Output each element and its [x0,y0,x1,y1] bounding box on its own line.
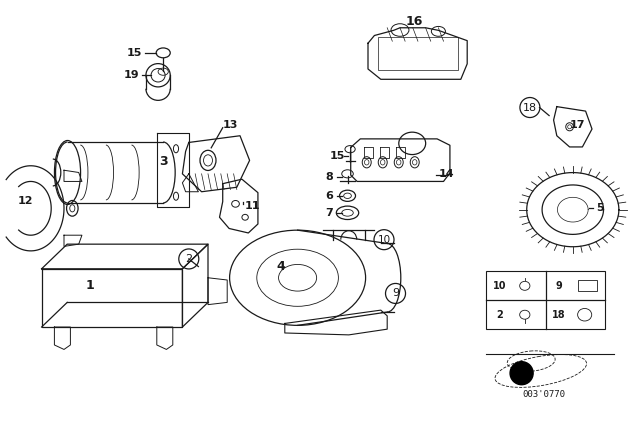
Text: 1: 1 [85,279,94,293]
Text: 5: 5 [596,203,604,213]
Text: 7: 7 [326,208,333,218]
Text: 16: 16 [406,15,424,28]
Text: 9: 9 [392,289,399,298]
Text: 15: 15 [127,48,142,58]
Text: 18: 18 [552,310,565,320]
Text: 17: 17 [570,120,586,129]
Text: 2: 2 [496,310,502,320]
Text: 15: 15 [330,151,345,161]
Text: 10: 10 [378,235,390,245]
Text: 3: 3 [159,155,168,168]
Text: 8: 8 [326,172,333,182]
Circle shape [510,362,533,385]
Text: 6: 6 [326,191,333,201]
Text: 11: 11 [245,201,260,211]
Bar [378,37,458,70]
Bar [578,280,597,291]
Bar [486,271,605,329]
Text: 4: 4 [276,260,285,273]
Text: 19: 19 [124,70,139,80]
Text: 13: 13 [223,120,238,129]
Text: 10: 10 [492,281,506,291]
Text: 14: 14 [439,169,454,179]
Text: 003'0770: 003'0770 [522,390,566,399]
Text: 2: 2 [185,254,193,264]
Text: 12: 12 [18,196,33,206]
Text: 9: 9 [555,281,562,291]
Text: 18: 18 [523,103,537,112]
